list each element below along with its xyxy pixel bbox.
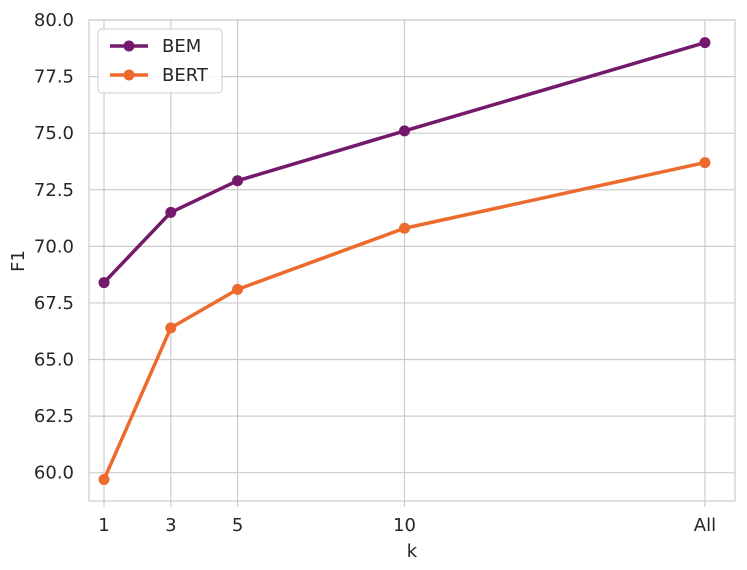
y-tick-label: 60.0 <box>34 463 74 484</box>
y-tick-label: 80.0 <box>34 10 74 31</box>
y-tick-label: 70.0 <box>34 236 74 257</box>
legend-marker-bem <box>123 40 135 52</box>
data-point-bert <box>398 222 410 234</box>
x-tick-label: 1 <box>98 515 109 536</box>
y-tick-label: 72.5 <box>34 180 74 201</box>
grid <box>89 19 735 501</box>
data-point-bem <box>398 125 410 137</box>
data-point-bem <box>699 37 711 49</box>
y-tick-label: 65.0 <box>34 350 74 371</box>
data-point-bem <box>165 206 177 218</box>
data-point-bert <box>232 283 244 295</box>
data-point-bert <box>699 157 711 169</box>
x-tick-label: 3 <box>165 515 176 536</box>
y-tick-label: 67.5 <box>34 293 74 314</box>
series <box>98 37 711 485</box>
x-tick-label: All <box>694 515 716 536</box>
x-axis-label: k <box>407 541 418 562</box>
legend-marker-bert <box>123 69 135 81</box>
y-tick-label: 62.5 <box>34 406 74 427</box>
x-axis-ticks: 1 3 5 10 All <box>98 501 716 536</box>
x-tick-label: 10 <box>393 515 416 536</box>
data-point-bert <box>165 322 177 334</box>
legend: BEM BERT <box>97 28 223 94</box>
legend-label-bem: BEM <box>162 36 201 57</box>
x-tick-label: 5 <box>232 515 243 536</box>
data-point-bert <box>98 473 110 485</box>
y-tick-label: 77.5 <box>34 67 74 88</box>
legend-label-bert: BERT <box>162 65 209 86</box>
y-axis-ticks: 60.0 62.5 65.0 67.5 70.0 72.5 75.0 77.5 80.0 <box>34 10 74 484</box>
legend-item-bert: BERT <box>110 65 209 86</box>
plot-frame <box>88 19 736 502</box>
legend-item-bem: BEM <box>110 36 201 57</box>
y-axis-label: F1 <box>8 250 29 272</box>
y-tick-label: 75.0 <box>34 123 74 144</box>
data-point-bem <box>232 175 244 187</box>
data-point-bem <box>98 277 110 289</box>
